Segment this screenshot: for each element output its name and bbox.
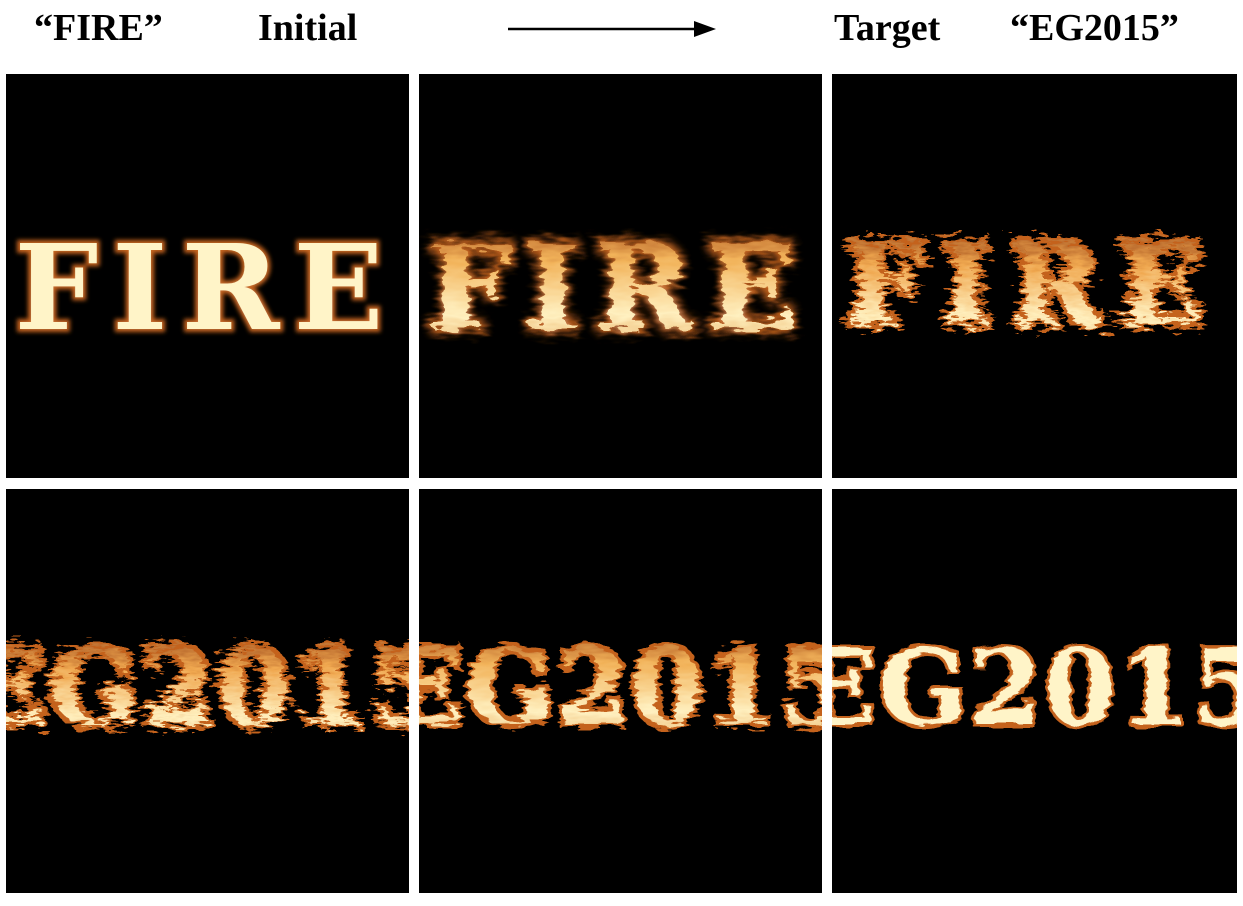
svg-text:FIRE: FIRE bbox=[428, 218, 811, 357]
svg-text:EG2015: EG2015 bbox=[419, 626, 822, 749]
frame-6-target-eg2015: EG2015 EG2015 bbox=[832, 489, 1237, 893]
svg-text:FIRE: FIRE bbox=[15, 218, 398, 357]
svg-text:EG2015: EG2015 bbox=[832, 626, 1237, 749]
svg-text:EG2015: EG2015 bbox=[6, 626, 409, 749]
initial-label: Initial bbox=[258, 7, 358, 49]
svg-text:FIRE: FIRE bbox=[845, 220, 1219, 351]
svg-text:FIRE: FIRE bbox=[428, 218, 811, 357]
frame-5-transition: EG2015 EG2015 bbox=[419, 489, 822, 893]
svg-text:EG2015: EG2015 bbox=[832, 626, 1237, 749]
source-text-label: “FIRE” bbox=[34, 7, 163, 49]
right-arrow-icon bbox=[508, 21, 716, 37]
svg-text:EG2015: EG2015 bbox=[6, 626, 409, 749]
frame-3-transition: FIRE FIRE bbox=[832, 74, 1237, 478]
frame-1-initial-fire: FIRE FIRE bbox=[6, 74, 409, 478]
svg-text:FIRE: FIRE bbox=[15, 218, 398, 357]
svg-text:FIRE: FIRE bbox=[845, 220, 1219, 351]
frame-2-transition: FIRE FIRE bbox=[419, 74, 822, 478]
svg-text:EG2015: EG2015 bbox=[419, 626, 822, 749]
frame-4-transition: EG2015 EG2015 bbox=[6, 489, 409, 893]
target-label: Target bbox=[834, 7, 941, 49]
target-text-label: “EG2015” bbox=[1010, 7, 1179, 49]
fire-glyphs: FIRE bbox=[12, 215, 398, 360]
